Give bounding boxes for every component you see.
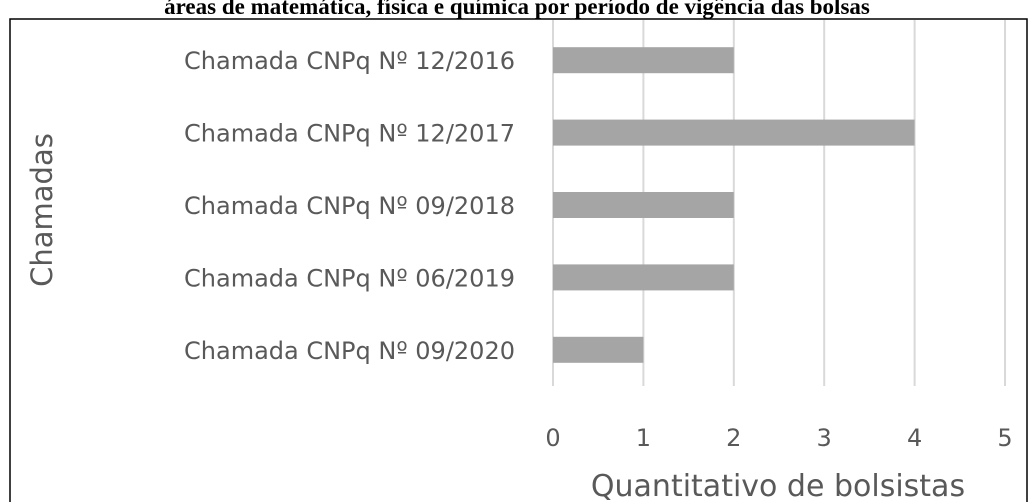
y-tick-label: Chamada CNPq Nº 09/2018 <box>184 192 515 220</box>
bar <box>553 264 734 291</box>
y-axis-label: Chamadas <box>25 133 59 287</box>
bar <box>553 192 734 218</box>
chart-title: áreas de matemática, física e química po… <box>164 0 870 19</box>
y-tick-label: Chamada CNPq Nº 06/2019 <box>184 264 515 292</box>
x-tick-label: 1 <box>636 424 651 452</box>
chart-border <box>9 18 1028 502</box>
x-tick-label: 3 <box>817 424 832 452</box>
bar <box>553 47 734 74</box>
x-tick-label: 0 <box>545 424 560 452</box>
y-tick-label: Chamada CNPq Nº 12/2016 <box>184 47 515 75</box>
y-tick-label: Chamada CNPq Nº 09/2020 <box>184 337 515 365</box>
x-tick-label: 4 <box>907 424 922 452</box>
bar <box>553 119 915 146</box>
bar <box>553 336 644 363</box>
x-tick-label: 2 <box>726 424 741 452</box>
x-tick-label: 5 <box>997 424 1012 452</box>
x-axis-label: Quantitativo de bolsistas <box>591 469 965 502</box>
y-tick-label: Chamada CNPq Nº 12/2017 <box>184 120 515 148</box>
